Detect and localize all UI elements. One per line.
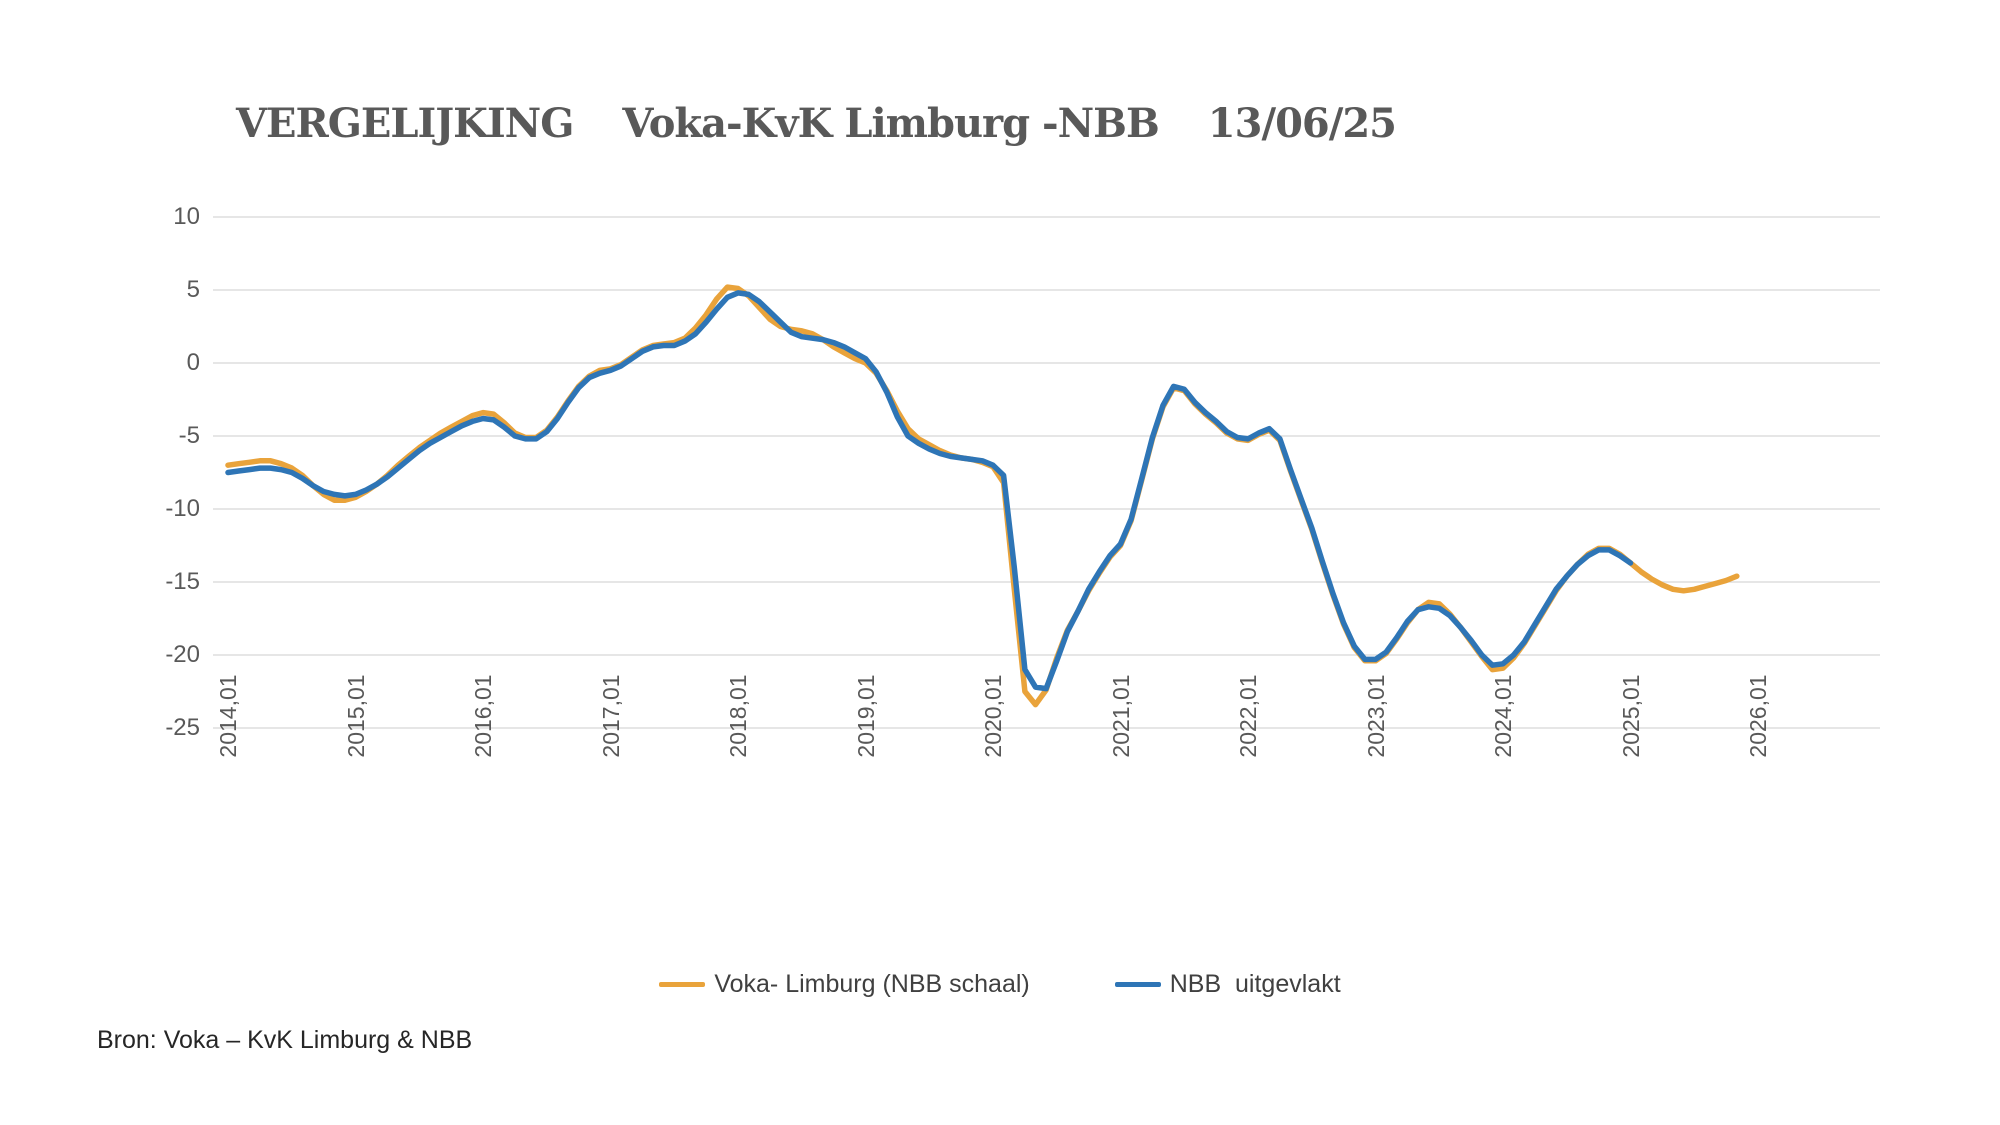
chart-title-left: VERGELIJKING bbox=[236, 100, 574, 147]
chart-title-date: 13/06/25 bbox=[1207, 100, 1397, 147]
x-tick-label: 2019,01 bbox=[852, 674, 879, 758]
x-tick-label: 2023,01 bbox=[1362, 674, 1389, 758]
x-tick-label: 2021,01 bbox=[1107, 674, 1134, 758]
legend-label-voka: Voka- Limburg (NBB schaal) bbox=[714, 970, 1030, 998]
y-tick-label: -15 bbox=[165, 568, 200, 595]
voka-line-swatch bbox=[659, 982, 706, 987]
x-tick-label: 2015,01 bbox=[342, 674, 369, 758]
source-note: Bron: Voka – KvK Limburg & NBB bbox=[97, 1026, 473, 1054]
y-tick-label: 10 bbox=[173, 203, 200, 230]
y-tick-label: -10 bbox=[165, 495, 200, 522]
x-tick-label: 2018,01 bbox=[725, 674, 751, 758]
x-tick-label: 2020,01 bbox=[980, 674, 1006, 758]
chart-title-middle: Voka-KvK Limburg -NBB bbox=[622, 100, 1159, 147]
x-tick-label: 2024,01 bbox=[1490, 674, 1516, 758]
y-tick-label: -5 bbox=[178, 422, 200, 449]
legend-item-nbb: NBB uitgevlakt bbox=[1114, 970, 1341, 999]
y-tick-label: -20 bbox=[165, 641, 200, 668]
x-tick-label: 2017,01 bbox=[597, 674, 624, 758]
series-line-nbb bbox=[225, 290, 1634, 692]
x-tick-label: 2026,01 bbox=[1745, 674, 1771, 758]
legend-label-nbb: NBB uitgevlakt bbox=[1169, 970, 1341, 998]
chart-legend: Voka- Limburg (NBB schaal) NBB uitgevlak… bbox=[0, 970, 2000, 999]
legend-item-voka: Voka- Limburg (NBB schaal) bbox=[659, 970, 1030, 999]
x-tick-label: 2025,01 bbox=[1617, 674, 1644, 758]
nbb-line-swatch bbox=[1114, 982, 1161, 987]
y-tick-label: 5 bbox=[186, 276, 200, 303]
x-tick-label: 2014,01 bbox=[215, 674, 241, 758]
x-tick-label: 2022,01 bbox=[1235, 674, 1261, 758]
x-tick-label: 2016,01 bbox=[470, 674, 496, 758]
y-tick-label: -25 bbox=[165, 714, 200, 741]
y-tick-label: 0 bbox=[186, 349, 200, 376]
chart-title: VERGELIJKING Voka-KvK Limburg -NBB 13/06… bbox=[236, 100, 1397, 147]
